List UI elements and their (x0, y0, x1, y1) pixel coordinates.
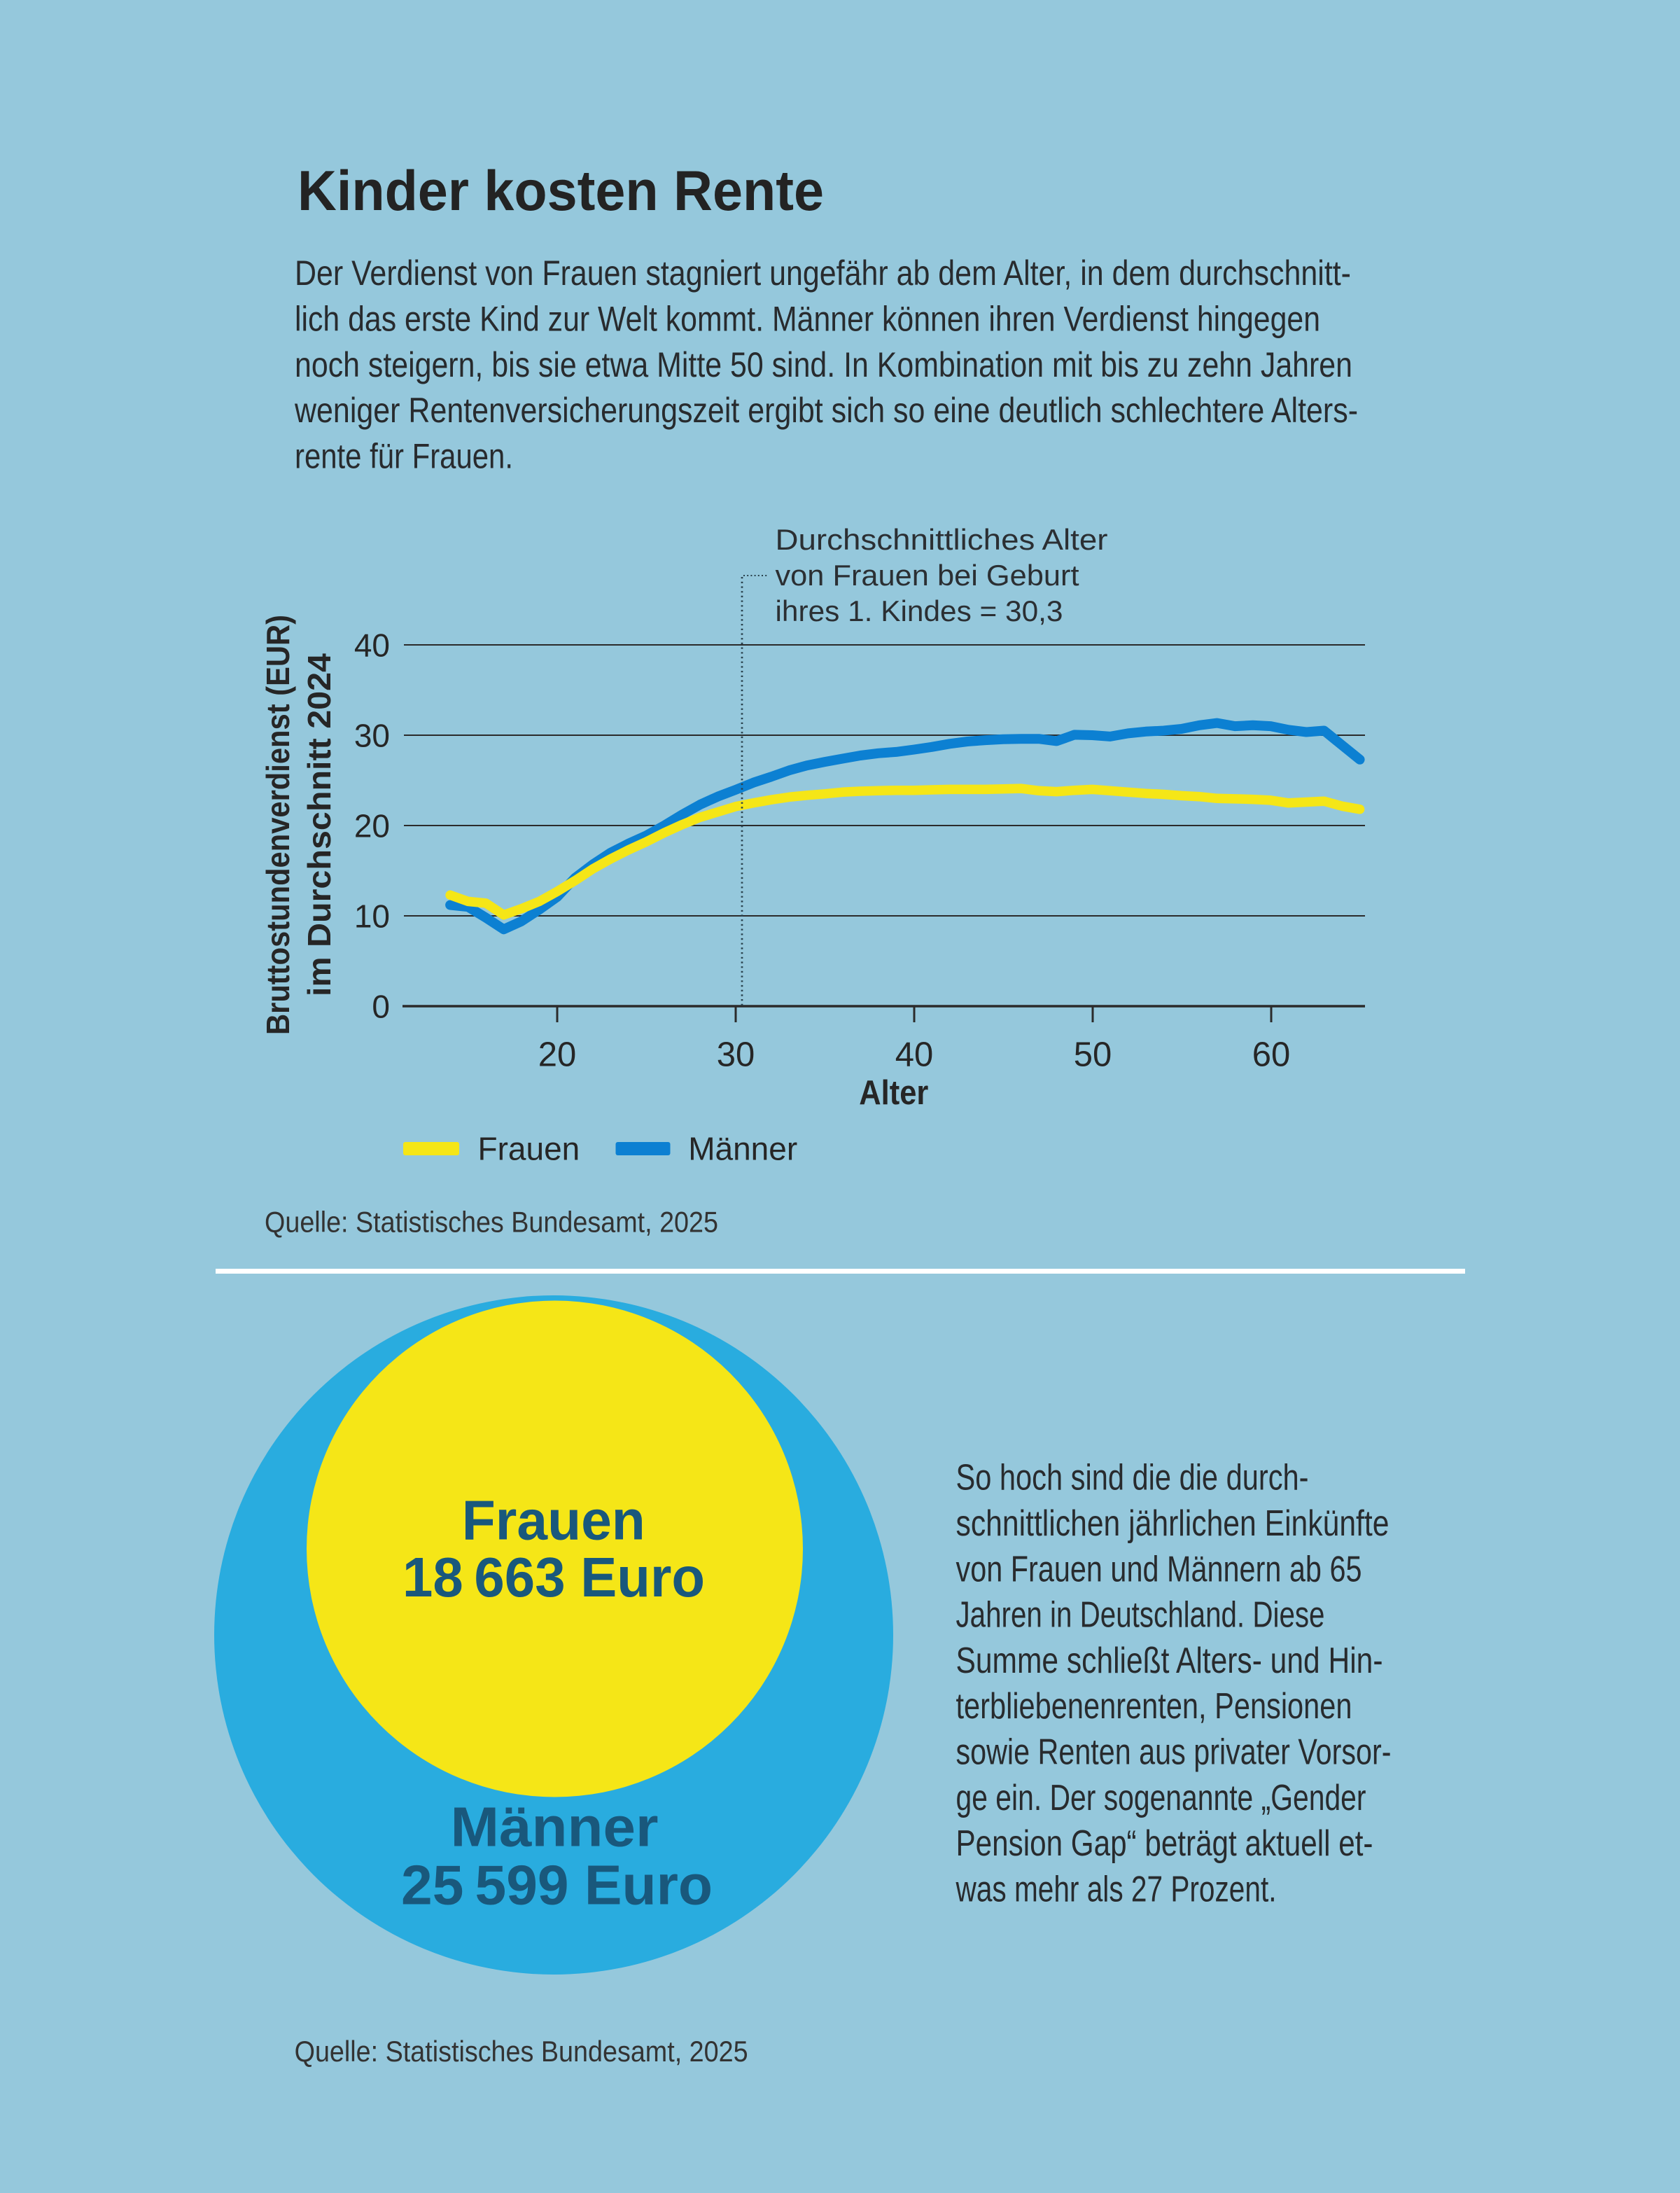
svg-text:30: 30 (354, 718, 390, 754)
svg-text:Männer: Männer (451, 1796, 659, 1858)
svg-text:0: 0 (372, 989, 390, 1025)
svg-text:rente für Frauen.: rente für Frauen. (295, 437, 513, 476)
svg-text:Der Verdienst von Frauen stagn: Der Verdienst von Frauen stagniert ungef… (295, 253, 1351, 293)
svg-text:schnittlichen jährlichen Einkü: schnittlichen jährlichen Einkünfte (956, 1503, 1390, 1544)
svg-text:So hoch sind die die durch-: So hoch sind die die durch- (956, 1458, 1309, 1498)
svg-text:Kinder kosten Rente: Kinder kosten Rente (298, 160, 824, 223)
svg-text:sowie Renten aus privater Vors: sowie Renten aus privater Vorsor- (956, 1732, 1392, 1773)
svg-text:Pension Gap“ beträgt aktuell e: Pension Gap“ beträgt aktuell et- (956, 1823, 1373, 1864)
svg-text:18 663 Euro: 18 663 Euro (402, 1546, 705, 1608)
svg-text:40: 40 (895, 1036, 934, 1074)
svg-text:Quelle: Statistisches Bundesam: Quelle: Statistisches Bundesamt, 2025 (295, 2035, 748, 2068)
svg-text:25 599 Euro: 25 599 Euro (401, 1854, 713, 1916)
svg-text:im Durchschnitt 2024: im Durchschnitt 2024 (301, 653, 337, 996)
svg-text:ge ein. Der sogenannte „Gender: ge ein. Der sogenannte „Gender (956, 1778, 1366, 1818)
svg-text:Summe schließt Alters- und Hin: Summe schließt Alters- und Hin- (956, 1641, 1383, 1681)
svg-text:Bruttostundenverdienst (EUR): Bruttostundenverdienst (EUR) (260, 615, 296, 1035)
svg-text:weniger Rentenversicherungszei: weniger Rentenversicherungszeit ergibt s… (294, 391, 1358, 430)
svg-text:20: 20 (354, 808, 390, 844)
svg-text:Frauen: Frauen (478, 1131, 580, 1167)
svg-text:Frauen: Frauen (462, 1489, 645, 1551)
svg-text:lich das erste Kind zur Welt k: lich das erste Kind zur Welt kommt. Männ… (295, 299, 1320, 338)
svg-text:60: 60 (1252, 1036, 1291, 1074)
svg-text:30: 30 (717, 1036, 755, 1074)
svg-text:Männer: Männer (688, 1131, 797, 1167)
svg-text:von Frauen und Männern ab 65: von Frauen und Männern ab 65 (956, 1549, 1362, 1589)
svg-text:10: 10 (354, 898, 390, 935)
svg-text:20: 20 (538, 1036, 577, 1074)
svg-text:Alter: Alter (859, 1074, 928, 1112)
svg-text:terbliebenenrenten, Pensionen: terbliebenenrenten, Pensionen (956, 1686, 1352, 1727)
svg-text:50: 50 (1074, 1036, 1112, 1074)
svg-text:Jahren in Deutschland. Diese: Jahren in Deutschland. Diese (956, 1595, 1325, 1636)
svg-text:Quelle: Statistisches Bundesam: Quelle: Statistisches Bundesamt, 2025 (265, 1205, 718, 1238)
svg-text:ihres 1. Kindes = 30,3: ihres 1. Kindes = 30,3 (776, 594, 1063, 627)
svg-text:Durchschnittliches Alter: Durchschnittliches Alter (776, 523, 1108, 556)
svg-text:40: 40 (354, 627, 390, 664)
svg-text:was mehr als 27 Prozent.: was mehr als 27 Prozent. (955, 1869, 1277, 1909)
svg-text:von Frauen bei Geburt: von Frauen bei Geburt (776, 559, 1079, 592)
svg-text:noch steigern, bis sie etwa Mi: noch steigern, bis sie etwa Mitte 50 sin… (295, 345, 1352, 384)
